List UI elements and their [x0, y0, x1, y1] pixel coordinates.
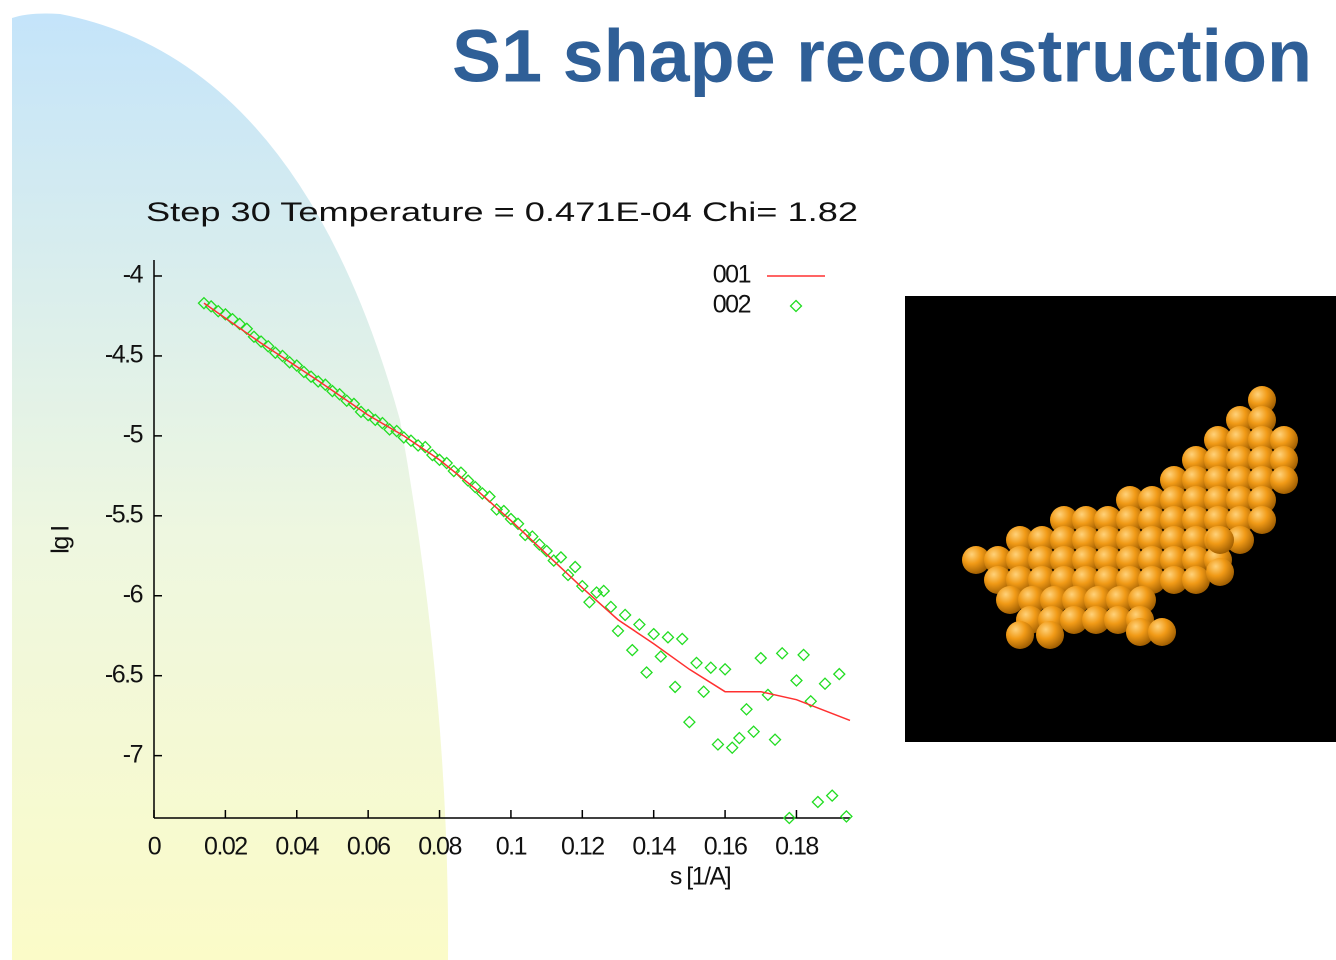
bead [1206, 558, 1234, 586]
x-tick-label: 0.02 [204, 833, 247, 861]
y-tick-label: -5 [123, 420, 143, 448]
data-point [812, 797, 823, 808]
data-point [620, 609, 631, 620]
slide: S1 shape reconstruction Step 30 Temperat… [0, 0, 1336, 960]
data-point [748, 726, 759, 737]
data-point [712, 739, 723, 750]
data-point [791, 675, 802, 686]
data-point [734, 733, 745, 744]
x-tick-label: 0.18 [775, 833, 818, 861]
data-point [505, 514, 516, 525]
y-tick-label: -4 [123, 261, 144, 289]
data-point [555, 552, 566, 563]
bead [1182, 566, 1210, 594]
data-point [841, 811, 852, 822]
data-point [570, 561, 581, 572]
data-point [662, 632, 673, 643]
x-tick-label: 0.06 [347, 833, 390, 861]
legend-label: 002 [713, 291, 751, 319]
data-point [691, 657, 702, 668]
data-point [777, 648, 788, 659]
legend-label: 001 [713, 261, 751, 289]
data-point [720, 664, 731, 675]
bead [1206, 526, 1234, 554]
data-point [677, 633, 688, 644]
data-point [827, 790, 838, 801]
data-point [705, 662, 716, 673]
chart-title: Step 30 Temperature = 0.471E-04 Chi= 1.8… [146, 197, 858, 227]
data-point [648, 629, 659, 640]
page: {"slide_title": "S1 shape reconstruction… [0, 0, 1336, 960]
data-point [627, 645, 638, 656]
y-tick-label: -6.5 [105, 660, 143, 688]
data-point [820, 678, 831, 689]
x-tick-label: 0 [148, 833, 161, 861]
data-point [655, 651, 666, 662]
data-point [741, 704, 752, 715]
data-point [798, 649, 809, 660]
data-point [834, 669, 845, 680]
x-tick-label: 0.08 [418, 833, 461, 861]
x-axis-label: s [1/A] [670, 863, 731, 891]
bead [1006, 621, 1034, 649]
data-point [634, 619, 645, 630]
data-point [684, 717, 695, 728]
y-tick-label: -5.5 [105, 500, 143, 528]
x-tick-label: 0.04 [275, 833, 319, 861]
bead [1270, 466, 1298, 494]
data-point [698, 686, 709, 697]
bead [1036, 621, 1064, 649]
data-point [670, 681, 681, 692]
data-point [613, 625, 624, 636]
x-tick-label: 0.14 [632, 833, 676, 861]
data-point [577, 581, 588, 592]
slide-title: S1 shape reconstruction [452, 15, 1312, 98]
data-point [641, 667, 652, 678]
x-tick-label: 0.16 [704, 833, 747, 861]
y-tick-label: -6 [123, 580, 143, 608]
bead [1248, 506, 1276, 534]
x-tick-label: 0.12 [561, 833, 604, 861]
data-point [727, 742, 738, 753]
data-point [755, 653, 766, 664]
y-tick-label: -4.5 [105, 341, 143, 369]
y-tick-label: -7 [123, 740, 143, 768]
x-tick-label: 0.1 [496, 833, 527, 861]
y-axis-label: lg I [47, 526, 75, 553]
bead [1148, 618, 1176, 646]
legend-swatch [791, 301, 802, 312]
data-point [770, 734, 781, 745]
